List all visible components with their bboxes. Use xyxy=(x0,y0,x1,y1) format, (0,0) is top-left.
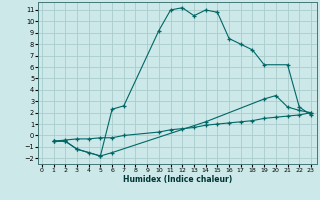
X-axis label: Humidex (Indice chaleur): Humidex (Indice chaleur) xyxy=(123,175,232,184)
